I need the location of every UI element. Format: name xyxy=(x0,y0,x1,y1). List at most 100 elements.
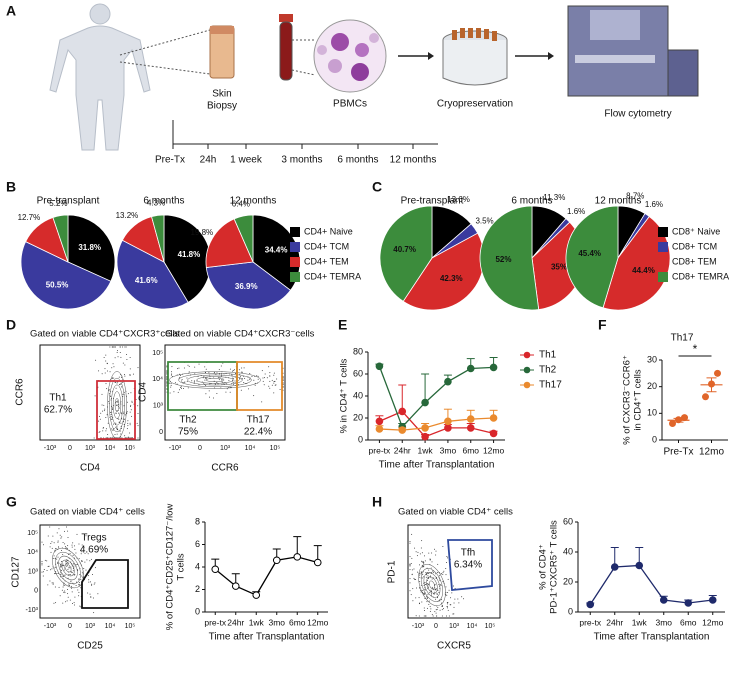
event-dot xyxy=(71,544,73,546)
event-dot xyxy=(68,567,70,569)
event-dot xyxy=(169,382,171,384)
event-dot xyxy=(113,346,115,348)
event-dot xyxy=(52,557,54,559)
event-dot xyxy=(47,584,49,586)
event-dot xyxy=(440,585,442,587)
event-dot xyxy=(78,583,80,585)
event-dot xyxy=(266,377,268,379)
event-dot xyxy=(447,591,449,593)
event-dot xyxy=(95,359,97,361)
event-dot xyxy=(52,582,54,584)
pie-label: 1.6% xyxy=(645,200,663,209)
event-dot xyxy=(433,572,435,574)
event-dot xyxy=(442,573,444,575)
pie-title: Pre-transplant xyxy=(37,196,100,207)
event-dot xyxy=(52,583,54,585)
event-dot xyxy=(116,404,118,406)
pie-label: 19.8% xyxy=(190,228,213,237)
event-dot xyxy=(179,386,181,388)
event-dot xyxy=(122,362,124,364)
event-dot xyxy=(171,373,173,375)
event-dot xyxy=(68,566,70,568)
x-tick-label: 10⁴ xyxy=(245,445,256,452)
event-dot xyxy=(422,563,424,565)
event-dot xyxy=(61,575,63,577)
event-dot xyxy=(93,583,95,585)
pie-slice xyxy=(116,239,189,310)
event-dot xyxy=(79,605,81,607)
event-dot xyxy=(421,601,423,603)
marker xyxy=(375,362,384,371)
pie-label: 4.3% xyxy=(147,199,165,208)
event-dot xyxy=(118,418,120,420)
marker xyxy=(444,417,452,426)
y-tick-label: 4 xyxy=(195,561,200,571)
event-dot xyxy=(274,380,276,382)
pie-title: 12 months xyxy=(595,196,642,207)
event-dot xyxy=(112,408,114,410)
event-dot xyxy=(105,417,107,419)
step-label: Biopsy xyxy=(207,101,237,112)
event-dot xyxy=(410,563,412,565)
event-dot xyxy=(53,573,55,575)
event-dot xyxy=(438,575,440,577)
event-dot xyxy=(430,593,432,595)
event-dot xyxy=(78,595,80,597)
event-dot xyxy=(423,566,425,568)
x-tick-label: 12mo xyxy=(702,617,724,627)
event-dot xyxy=(41,562,43,564)
event-dot xyxy=(124,364,126,366)
event-dot xyxy=(186,380,188,382)
event-dot xyxy=(173,391,175,393)
event-dot xyxy=(60,537,62,539)
marker xyxy=(421,398,429,407)
timeline-label: 24h xyxy=(200,155,217,166)
event-dot xyxy=(205,384,207,386)
density-contour xyxy=(420,568,444,602)
event-dot xyxy=(66,565,68,567)
x-tick-label: 12mo xyxy=(483,445,505,455)
pie-slice xyxy=(479,205,540,311)
event-dot xyxy=(428,600,430,602)
event-dot xyxy=(442,572,444,574)
x-tick-label: 24hr xyxy=(227,617,244,627)
event-dot xyxy=(99,415,101,417)
event-dot xyxy=(409,563,411,565)
dot xyxy=(681,414,688,422)
event-dot xyxy=(115,422,117,424)
event-dot xyxy=(57,556,59,558)
event-dot xyxy=(437,607,439,609)
event-dot xyxy=(435,573,437,575)
event-dot xyxy=(428,577,430,579)
event-dot xyxy=(418,597,420,599)
event-dot xyxy=(109,346,111,348)
event-dot xyxy=(66,548,68,550)
event-dot xyxy=(453,606,455,608)
pie-label: 40.7% xyxy=(393,245,416,254)
pie-label: 41.6% xyxy=(135,276,158,285)
event-dot xyxy=(71,591,73,593)
legend-swatch xyxy=(658,227,668,237)
event-dot xyxy=(458,602,460,604)
event-dot xyxy=(125,346,127,348)
event-dot xyxy=(120,356,122,358)
series-line xyxy=(589,564,713,605)
event-dot xyxy=(108,393,110,395)
y-axis-label: CD4 xyxy=(138,382,149,402)
event-dot xyxy=(116,410,118,412)
timeline-label: Pre-Tx xyxy=(155,155,185,166)
event-dot xyxy=(232,377,234,379)
event-dot xyxy=(122,346,124,348)
event-dot xyxy=(204,379,206,381)
event-dot xyxy=(111,346,113,348)
event-dot xyxy=(198,363,200,365)
event-dot xyxy=(420,547,422,549)
density-contour xyxy=(196,376,234,384)
event-dot xyxy=(124,435,126,437)
event-dot xyxy=(61,561,63,563)
event-dot xyxy=(410,594,412,596)
event-dot xyxy=(415,551,417,553)
event-dot xyxy=(448,615,450,617)
x-axis-label: CD25 xyxy=(77,641,103,652)
event-dot xyxy=(180,387,182,389)
